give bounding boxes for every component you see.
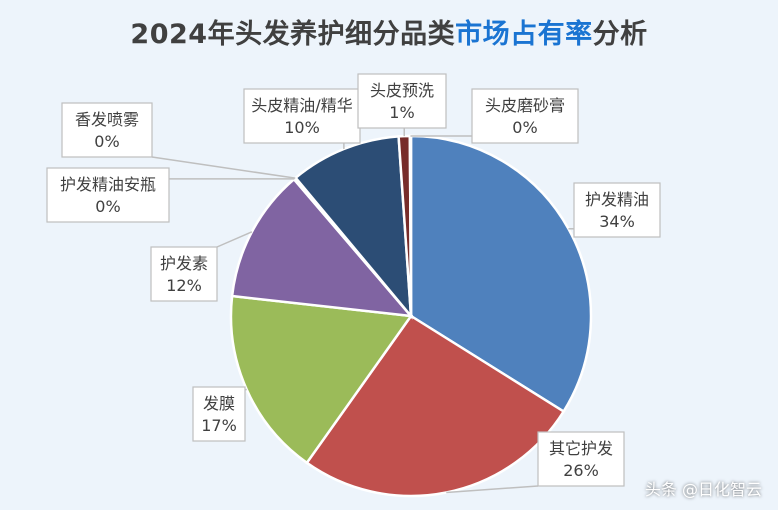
data-label-category: 头皮预洗 [370, 81, 434, 100]
data-label-category: 护发精油 [585, 190, 649, 209]
data-label-box [150, 246, 218, 302]
data-label-value: 0% [512, 118, 537, 137]
leader-line [216, 231, 253, 248]
data-label-category: 护发素 [160, 254, 208, 273]
data-label-category: 头皮精油/精华 [251, 96, 352, 115]
data-label-value: 34% [599, 212, 635, 231]
data-label-category: 香发喷雾 [75, 110, 139, 129]
leader-line [151, 156, 296, 179]
data-label-box [357, 73, 447, 129]
data-label-box [192, 386, 246, 442]
leader-line [446, 485, 539, 494]
data-label-category: 护发精油安瓶 [60, 175, 156, 194]
data-label-category: 发膜 [203, 394, 235, 413]
title-part1: 2024年头发养护细分品类 [130, 19, 456, 50]
pie-slice [409, 134, 593, 414]
data-label-box [573, 182, 661, 238]
data-label-category: 头皮磨砂膏 [485, 96, 565, 115]
data-label-box [537, 431, 625, 487]
data-label-box [471, 88, 579, 144]
data-label-value: 12% [166, 276, 202, 295]
title-part3: 分析 [592, 19, 648, 50]
data-label-category: 其它护发 [549, 439, 613, 458]
pie-slice [408, 134, 413, 317]
data-label-value: 17% [201, 416, 237, 435]
data-label-value: 26% [563, 461, 599, 480]
data-label-value: 0% [95, 197, 120, 216]
watermark: 头条 @日化智云 [644, 480, 762, 499]
data-label-box [61, 102, 153, 158]
data-label-value: 0% [94, 132, 119, 151]
chart-title: 2024年头发养护细分品类市场占有率分析 [0, 12, 778, 51]
data-label-box [243, 88, 361, 144]
pie-slice [293, 135, 413, 320]
data-label-box [46, 167, 170, 223]
data-label-value: 10% [284, 118, 320, 137]
pie-slice [230, 177, 415, 318]
title-highlight: 市场占有率 [455, 19, 593, 50]
data-label-value: 1% [389, 103, 414, 122]
